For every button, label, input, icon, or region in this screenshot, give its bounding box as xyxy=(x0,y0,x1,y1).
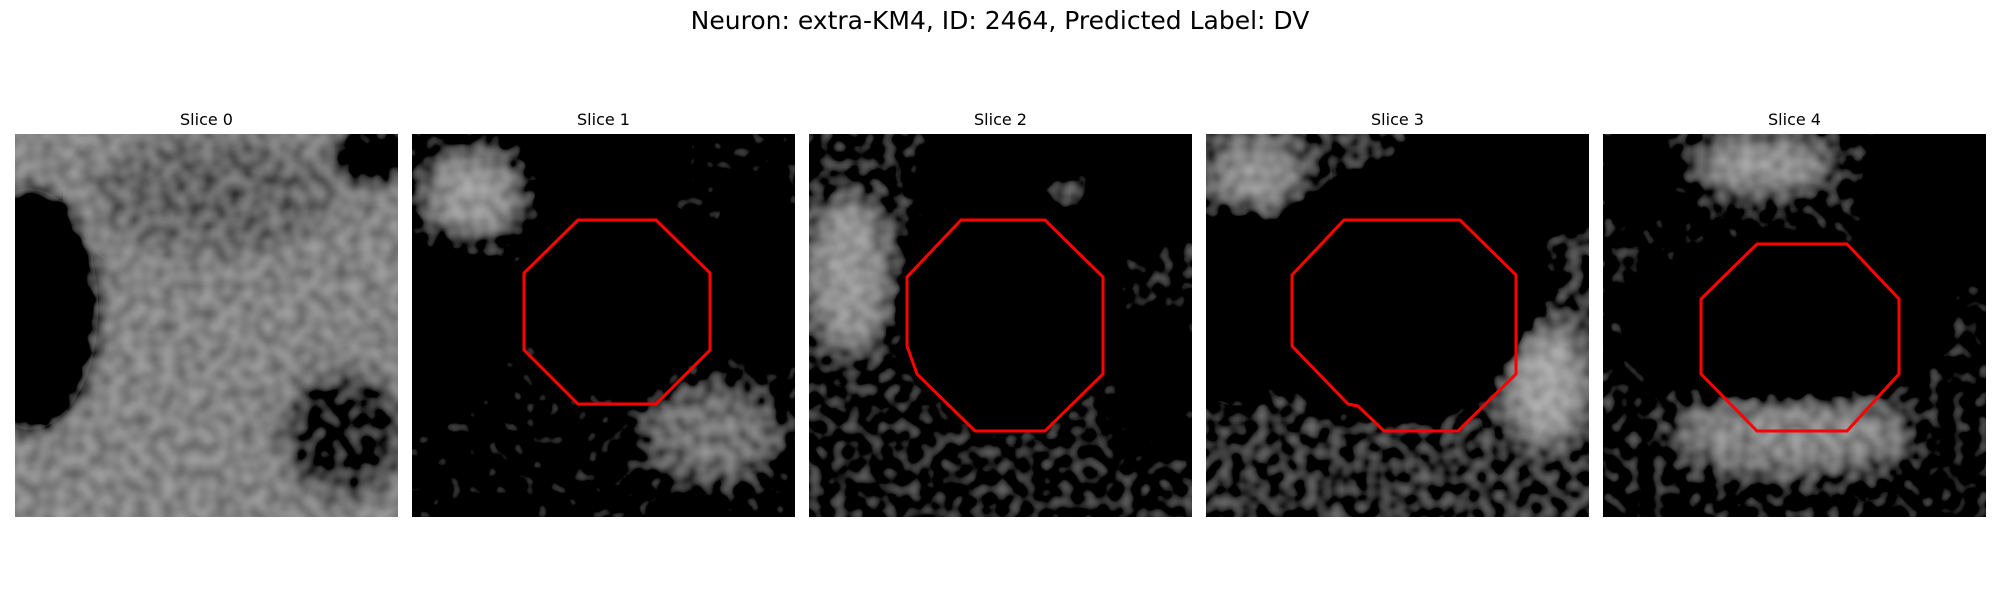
slice-image-1 xyxy=(412,134,795,517)
slice-image-4 xyxy=(1603,134,1986,517)
figure-title: Neuron: extra-KM4, ID: 2464, Predicted L… xyxy=(690,6,1310,35)
slice-panel-4: Slice 4 xyxy=(1603,108,1986,517)
roi-outline-3 xyxy=(1290,218,1518,433)
roi-outline-2 xyxy=(905,218,1105,433)
slice-title-2: Slice 2 xyxy=(974,110,1027,129)
roi-outline-1 xyxy=(522,218,712,406)
slice-image-0 xyxy=(15,134,398,517)
slice-panel-2: Slice 2 xyxy=(809,108,1192,517)
slice-panel-1: Slice 1 xyxy=(412,108,795,517)
slice-image-3 xyxy=(1206,134,1589,517)
roi-outline-4 xyxy=(1699,242,1901,433)
slice-panel-3: Slice 3 xyxy=(1206,108,1589,517)
slice-title-1: Slice 1 xyxy=(577,110,630,129)
slice-panel-0: Slice 0 xyxy=(15,108,398,517)
slice-image-2 xyxy=(809,134,1192,517)
slice-title-3: Slice 3 xyxy=(1371,110,1424,129)
slice-title-4: Slice 4 xyxy=(1768,110,1821,129)
slice-title-0: Slice 0 xyxy=(180,110,233,129)
